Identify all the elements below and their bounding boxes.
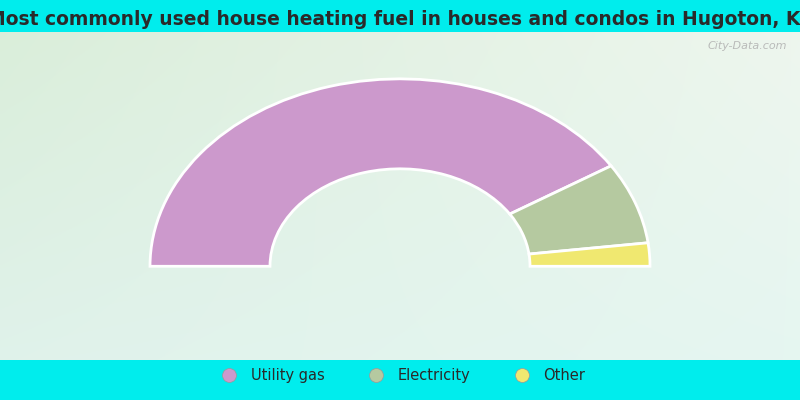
Text: City-Data.com: City-Data.com [708,41,787,51]
Text: Most commonly used house heating fuel in houses and condos in Hugoton, KS: Most commonly used house heating fuel in… [0,10,800,29]
Wedge shape [510,166,648,254]
Wedge shape [150,79,611,266]
Wedge shape [529,243,650,266]
Legend: Utility gas, Electricity, Other: Utility gas, Electricity, Other [209,362,591,389]
